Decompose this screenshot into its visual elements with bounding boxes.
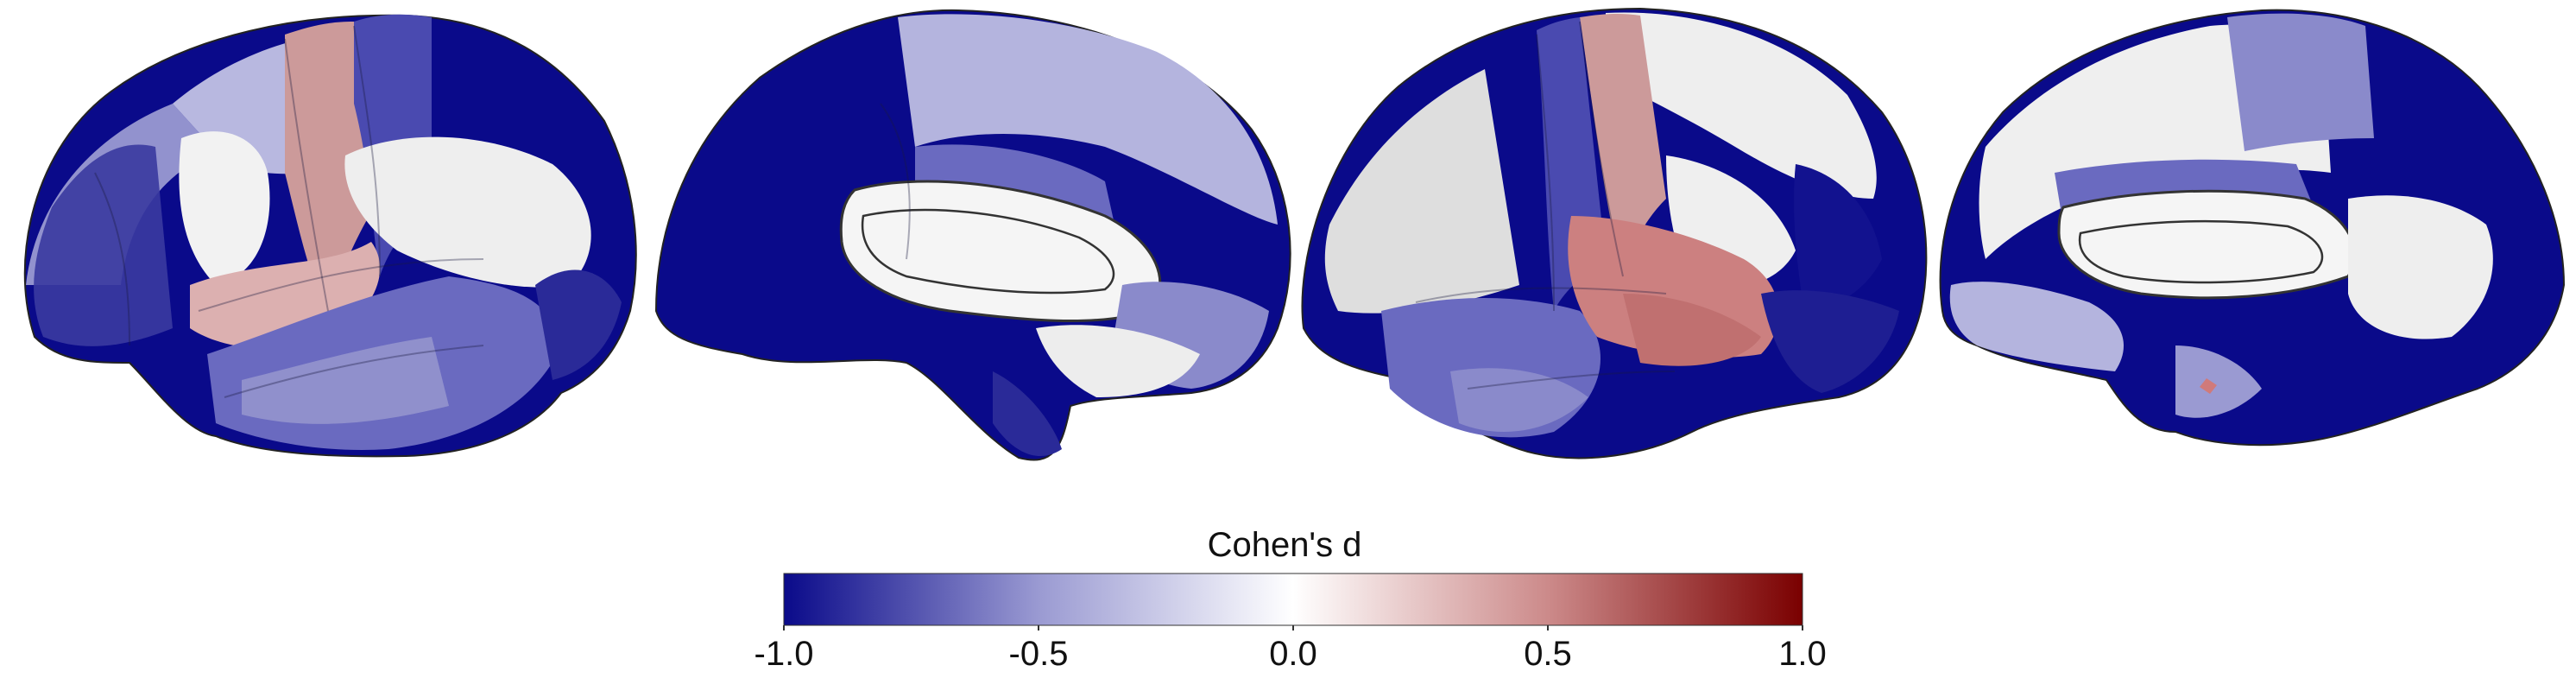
- colorbar-gradient: [783, 573, 1803, 626]
- colorbar: Cohen's d -1.0 -0.5 0.0 0.5 1.0: [754, 526, 1827, 673]
- brain-view-right-medial: [1939, 9, 2566, 447]
- colorbar-ticks: -1.0 -0.5 0.0 0.5 1.0: [754, 625, 1827, 673]
- colorbar-tick-label: -1.0: [754, 635, 814, 673]
- brain-view-left-medial: [654, 9, 1291, 461]
- colorbar-title: Cohen's d: [1208, 526, 1362, 564]
- colorbar-tick-label: -0.5: [1009, 635, 1069, 673]
- brain-view-right-lateral: [1301, 7, 1928, 459]
- colorbar-tick-label: 1.0: [1778, 635, 1827, 673]
- colorbar-tick-label: 0.5: [1524, 635, 1572, 673]
- colorbar-tick-label: 0.0: [1269, 635, 1317, 673]
- brain-view-left-lateral: [23, 14, 637, 458]
